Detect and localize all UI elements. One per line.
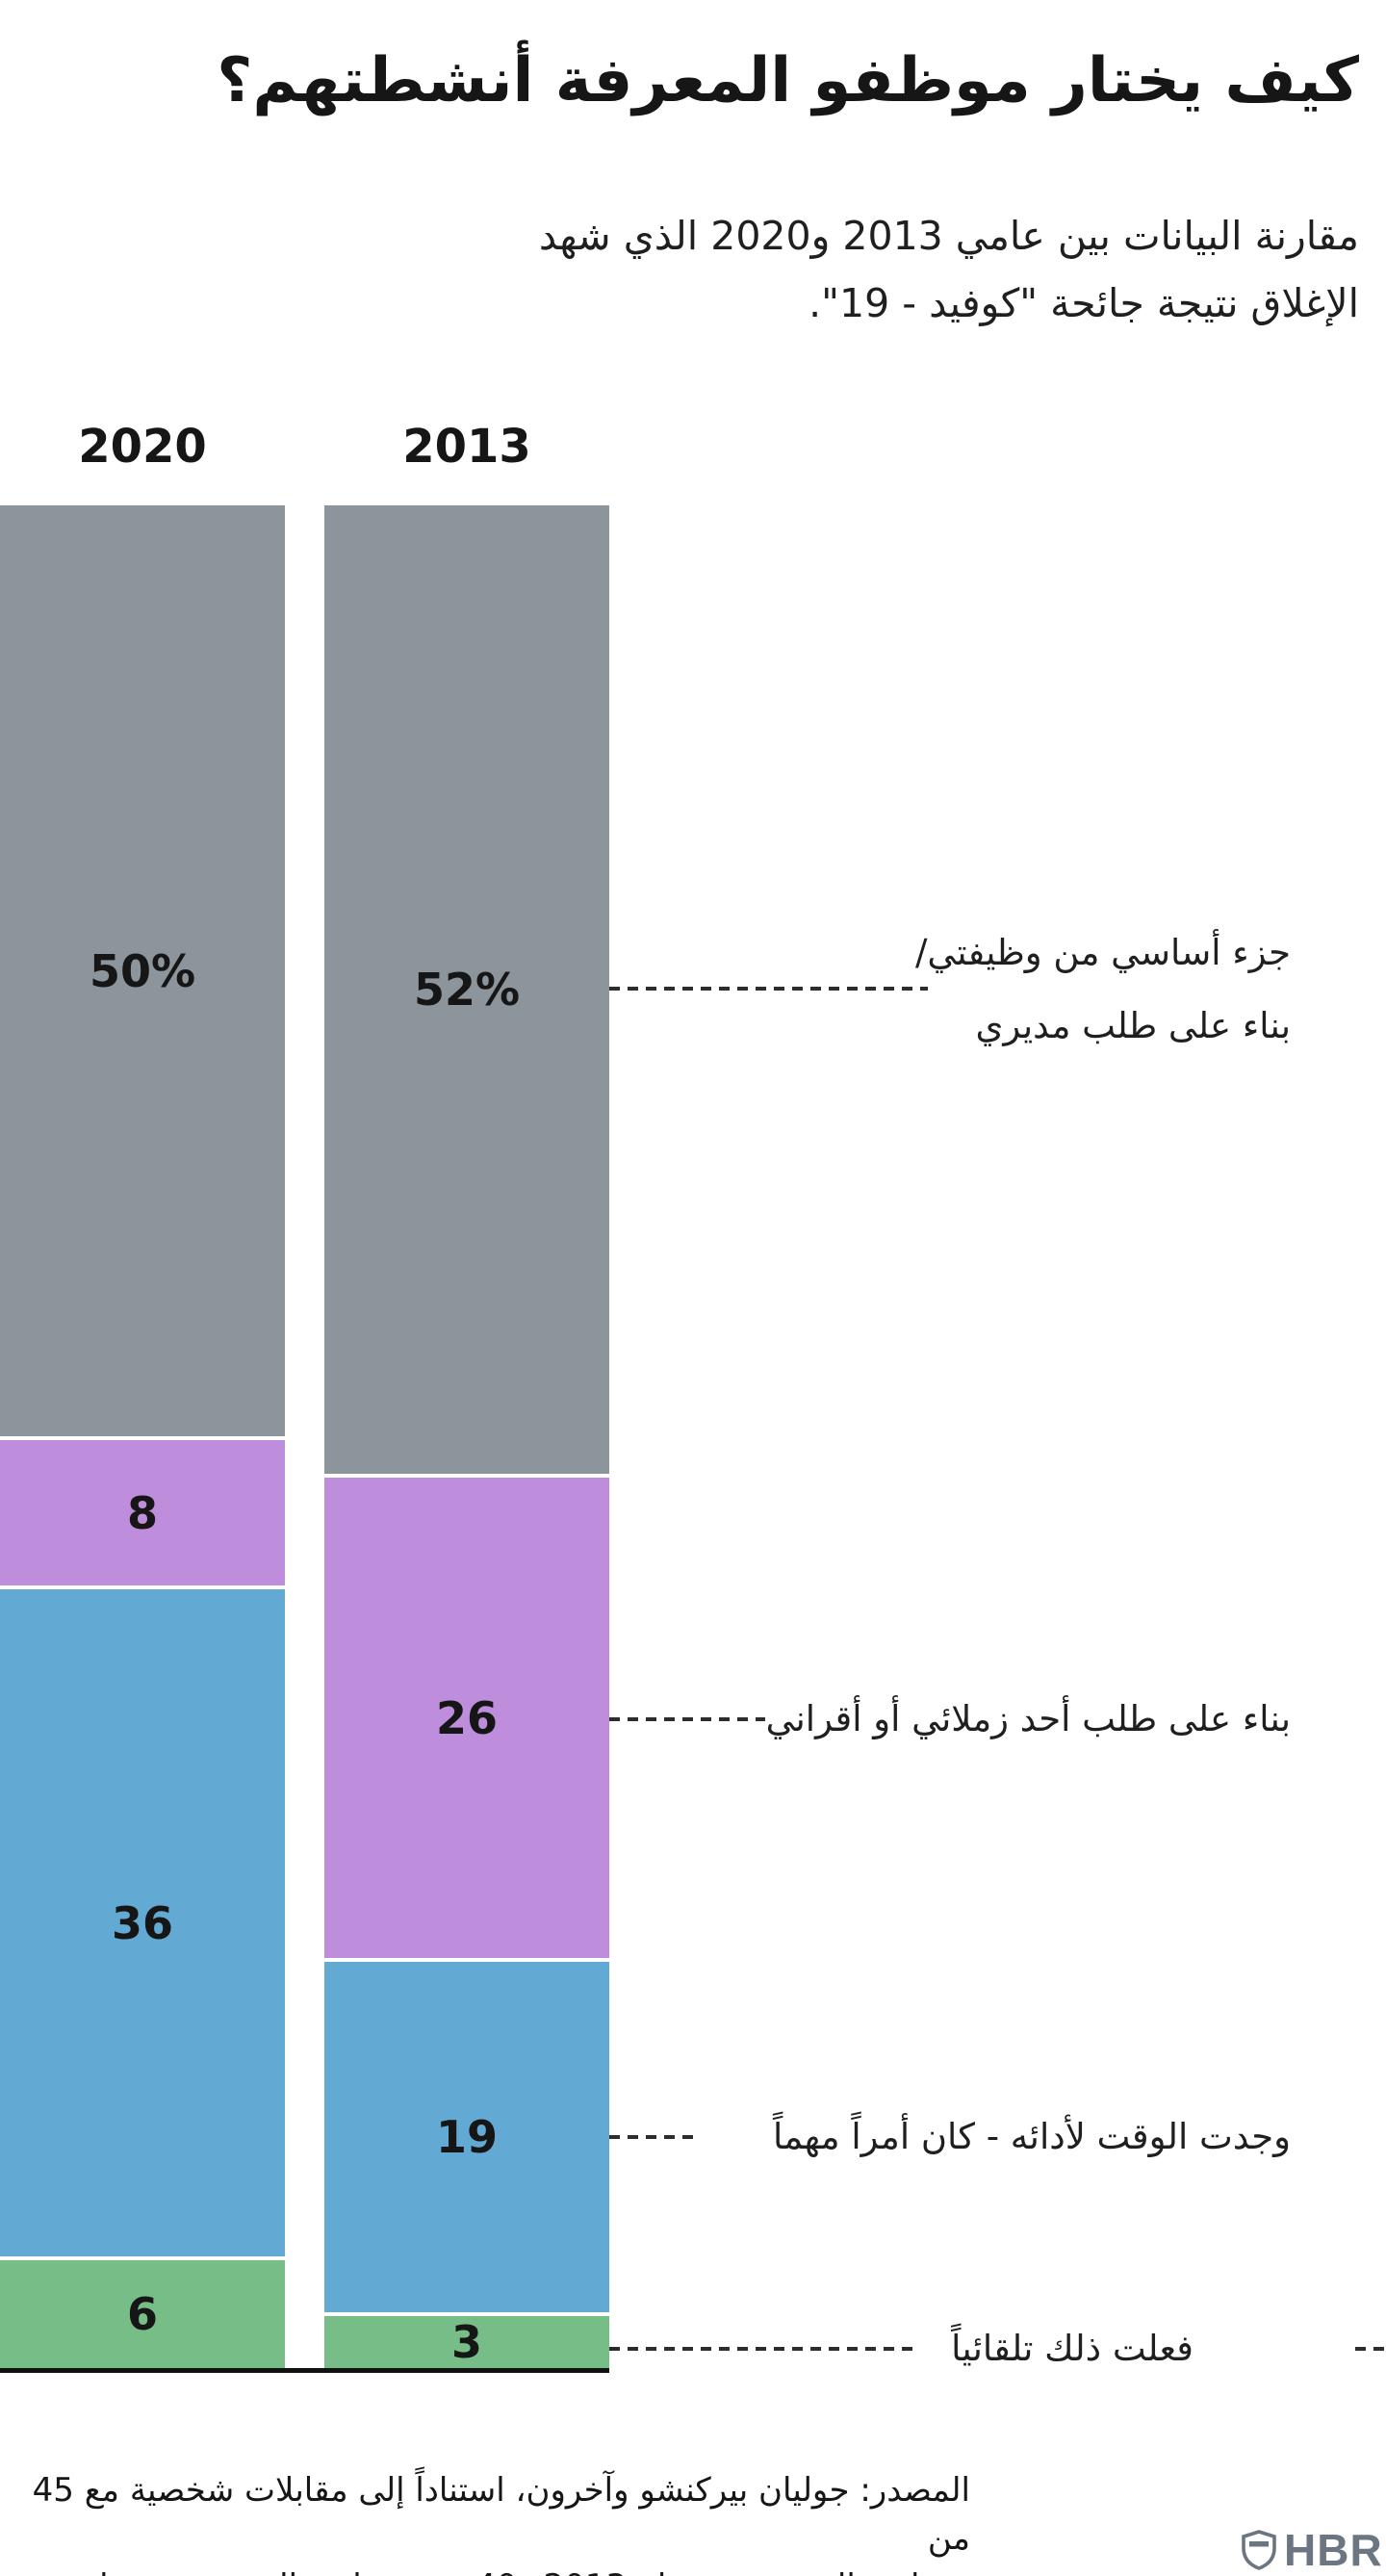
bar-2013-value-colleague-request: 26: [435, 1691, 498, 1744]
hbr-shield-icon: [1242, 2530, 1276, 2570]
category-label-colleague-request-line1: بناء على طلب أحد زملائي أو أقراني: [765, 1698, 1291, 1739]
bar-2020-value-spontaneous: 6: [126, 2288, 158, 2340]
category-label-found-time: وجدت الوقت لأدائه - كان أمراً مهماً: [773, 2100, 1291, 2174]
chart-subtitle: مقارنة البيانات بين عامي 2013 و2020 الذي…: [58, 202, 1359, 337]
bar-2020-segment-spontaneous: 6: [0, 2260, 285, 2368]
chart-subtitle-line2: الإغلاق نتيجة جائحة "كوفيد - 19".: [808, 280, 1359, 326]
bar-2020-segment-found-time: 36: [0, 1589, 285, 2256]
leader-line-spontaneous-right-tick: [1355, 2347, 1386, 2351]
leader-line-core-job: [609, 987, 928, 991]
category-label-found-time-line1: وجدت الوقت لأدائه - كان أمراً مهماً: [773, 2116, 1291, 2157]
bar-2020-value-found-time: 36: [111, 1896, 173, 1949]
bar-2013-segment-colleague-request: 26: [324, 1478, 609, 1958]
bar-2013-value-found-time: 19: [435, 2111, 498, 2163]
category-label-core-job: جزء أساسي من وظيفتي/ بناء على طلب مديري: [915, 916, 1291, 1063]
column-header-2013: 2013: [402, 420, 531, 474]
column-header-2020: 2020: [78, 420, 207, 474]
bar-2013-segment-core-job: 52%: [324, 505, 609, 1474]
category-label-core-job-line1: جزء أساسي من وظيفتي/: [914, 932, 1291, 973]
source-note-line2: موظفي المعرفة في عام 2013 و40 من موظفي ا…: [79, 2567, 970, 2576]
chart-title: كيف يختار موظفو المعرفة أنشطتهم؟: [217, 45, 1359, 116]
chart-subtitle-line1: مقارنة البيانات بين عامي 2013 و2020 الذي…: [538, 213, 1359, 259]
bar-2020-segment-colleague-request: 8: [0, 1440, 285, 1585]
bar-2020-segment-core-job: 50%: [0, 505, 285, 1436]
leader-line-spontaneous: [609, 2347, 914, 2351]
category-label-spontaneous-line1: فعلت ذلك تلقائياً: [951, 2328, 1194, 2369]
bar-2013-segment-found-time: 19: [324, 1962, 609, 2312]
bar-2020-value-colleague-request: 8: [126, 1486, 158, 1539]
bar-2013-value-spontaneous: 3: [450, 2316, 482, 2368]
leader-line-found-time: [609, 2135, 696, 2139]
leader-line-colleague-request: [609, 1717, 765, 1721]
bar-2020-value-core-job: 50%: [89, 944, 196, 997]
category-label-colleague-request: بناء على طلب أحد زملائي أو أقراني: [766, 1683, 1291, 1756]
hbr-logo: HBR: [1242, 2528, 1383, 2572]
category-label-core-job-line2: بناء على طلب مديري: [975, 1005, 1291, 1046]
chart-baseline: [0, 2368, 609, 2373]
bar-2013-segment-spontaneous: 3: [324, 2316, 609, 2368]
bar-2013-value-core-job: 52%: [413, 964, 521, 1016]
source-note-line1: المصدر: جوليان بيركنشو وآخرون، استناداً …: [32, 2471, 970, 2558]
source-note: المصدر: جوليان بيركنشو وآخرون، استناداً …: [0, 2466, 970, 2576]
category-label-spontaneous: فعلت ذلك تلقائياً: [951, 2312, 1194, 2385]
hbr-logo-text: HBR: [1284, 2525, 1383, 2575]
